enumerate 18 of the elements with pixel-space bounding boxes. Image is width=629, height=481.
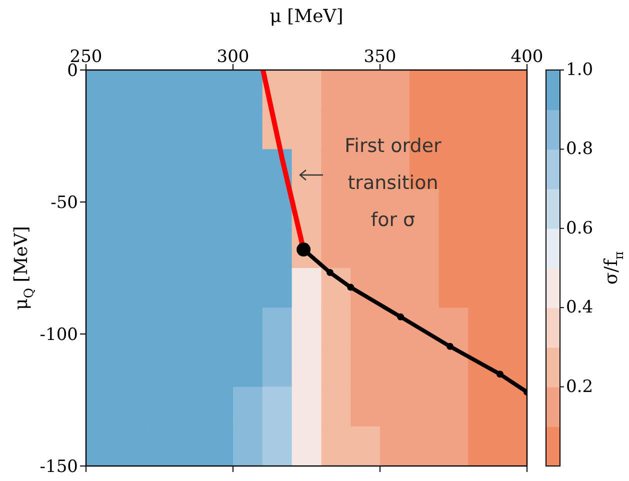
point: [326, 268, 334, 276]
x-tick-label: 400: [510, 47, 544, 67]
color-bar-label: 0.4: [566, 298, 594, 318]
x-tick-label: 300: [216, 47, 250, 67]
color-bar-label: 1.0: [566, 60, 594, 80]
point: [397, 313, 404, 320]
y-tick-label: -100: [40, 325, 78, 346]
y-tick-label: -150: [40, 457, 78, 478]
point: [496, 370, 504, 378]
color-bar-label: 0.8: [566, 139, 594, 160]
point: [446, 342, 454, 350]
x-tick-label: 350: [364, 47, 396, 67]
color-bar-label: 0.6: [566, 218, 594, 238]
x-axis-title: μ [MeV]: [270, 6, 344, 27]
annotation: First order transition for σ: [344, 135, 442, 231]
point: [347, 284, 354, 291]
y-tick-label: -50: [50, 193, 78, 214]
color-bar-label: 0.2: [566, 376, 594, 397]
